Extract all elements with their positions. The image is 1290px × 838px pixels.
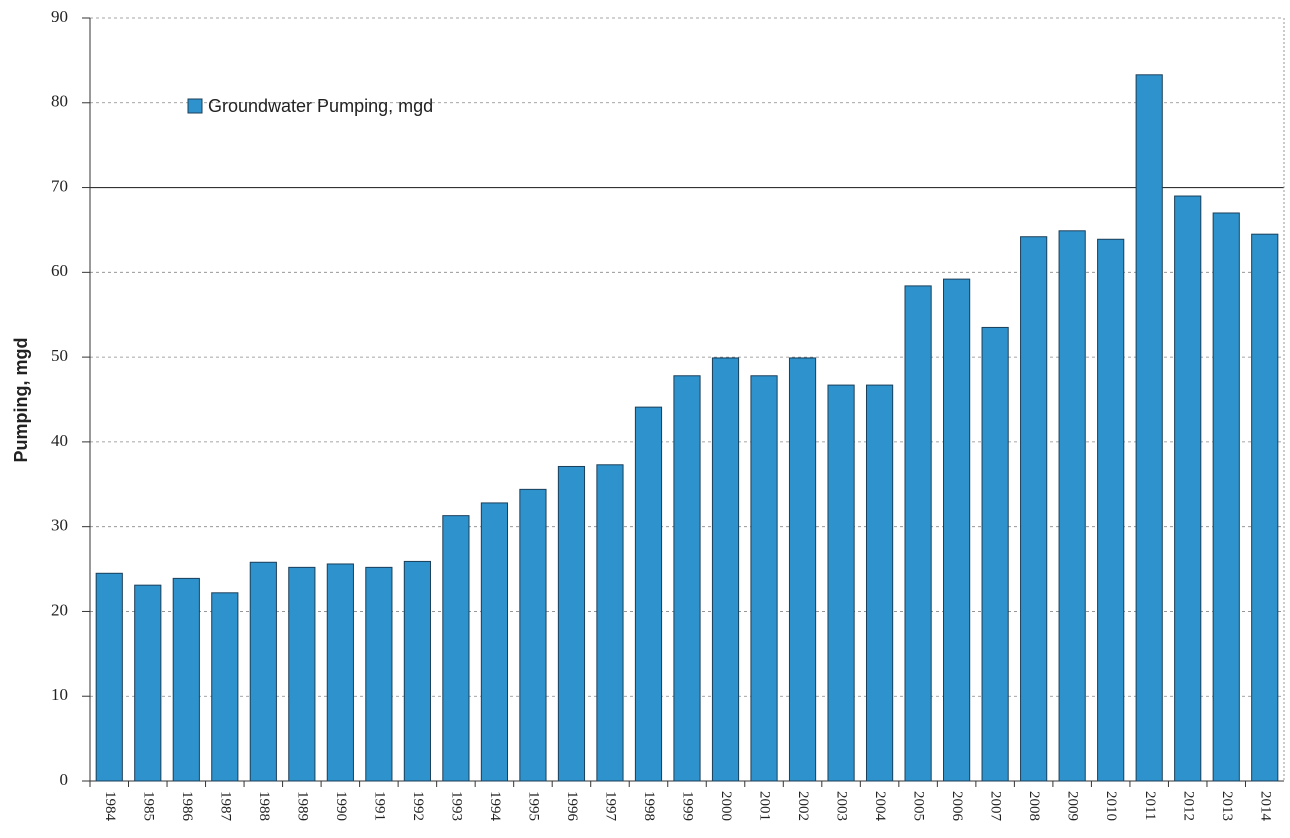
bar [326, 563, 354, 782]
bar [711, 357, 740, 782]
y-axis-label: Pumping, mgd [11, 338, 31, 463]
y-tick-label: 40 [51, 431, 68, 450]
x-tick-label: 1995 [525, 791, 541, 821]
bar [1058, 230, 1086, 782]
y-tick-label: 60 [51, 261, 68, 280]
bar [442, 515, 470, 782]
x-tick-label: 1991 [371, 791, 387, 821]
y-tick-label: 20 [51, 600, 68, 619]
legend-label: Groundwater Pumping, mgd [208, 96, 433, 116]
bar [634, 406, 663, 782]
x-tick-label: 2000 [718, 791, 734, 821]
bar [1020, 236, 1048, 782]
x-tick-label: 2003 [834, 791, 850, 821]
x-tick-label: 2008 [1026, 791, 1042, 821]
bar [557, 465, 586, 782]
y-tick-label: 90 [51, 7, 68, 26]
x-tick-label: 2009 [1065, 791, 1081, 821]
x-tick-label: 1992 [410, 791, 426, 821]
bar [95, 572, 123, 782]
bar [865, 384, 894, 782]
bar [365, 566, 393, 782]
x-tick-label: 1987 [217, 791, 233, 822]
x-tick-label: 1990 [333, 791, 349, 821]
bar [904, 285, 932, 782]
bar [1212, 212, 1240, 782]
bar [1097, 238, 1125, 782]
bar [981, 326, 1009, 782]
bar [750, 375, 778, 782]
x-tick-label: 1999 [680, 791, 696, 821]
y-tick-label: 0 [60, 770, 69, 789]
x-tick-label: 2002 [795, 791, 811, 821]
x-tick-label: 2013 [1219, 791, 1235, 821]
bar [134, 584, 162, 782]
x-tick-label: 1984 [102, 791, 118, 822]
y-tick-label: 10 [51, 685, 68, 704]
legend-swatch [187, 98, 203, 114]
y-tick-label: 50 [51, 346, 68, 365]
bar [1251, 233, 1279, 782]
x-tick-label: 1998 [641, 791, 657, 821]
x-tick-label: 2011 [1142, 791, 1158, 820]
x-tick-label: 2006 [949, 791, 965, 822]
bar [943, 278, 971, 782]
x-tick-label: 1997 [603, 791, 619, 822]
x-tick-label: 1994 [487, 791, 503, 822]
x-tick-label: 2001 [757, 791, 773, 821]
bar [403, 560, 431, 782]
bar [480, 502, 509, 782]
y-tick-label: 70 [51, 176, 68, 195]
bar [519, 488, 547, 782]
x-tick-label: 2012 [1180, 791, 1196, 821]
x-tick-label: 2005 [911, 791, 927, 821]
bar [788, 357, 817, 782]
bar [249, 561, 277, 782]
x-tick-label: 1993 [448, 791, 464, 821]
x-tick-label: 1988 [256, 791, 272, 821]
x-tick-label: 1986 [179, 791, 195, 822]
x-tick-label: 1985 [140, 791, 156, 821]
x-tick-label: 1989 [294, 791, 310, 821]
bar [673, 375, 701, 782]
x-tick-label: 2014 [1257, 791, 1273, 822]
x-tick-label: 2007 [988, 791, 1004, 822]
bar [596, 464, 624, 782]
bar [172, 577, 200, 782]
bar [288, 566, 316, 782]
bar [827, 384, 855, 782]
bar [1174, 195, 1202, 782]
y-tick-label: 30 [51, 516, 68, 535]
x-tick-label: 1996 [564, 791, 580, 822]
y-tick-label: 80 [51, 92, 68, 111]
bar [1135, 74, 1163, 782]
x-tick-label: 2010 [1103, 791, 1119, 821]
bar [211, 592, 239, 782]
x-tick-label: 2004 [872, 791, 888, 822]
